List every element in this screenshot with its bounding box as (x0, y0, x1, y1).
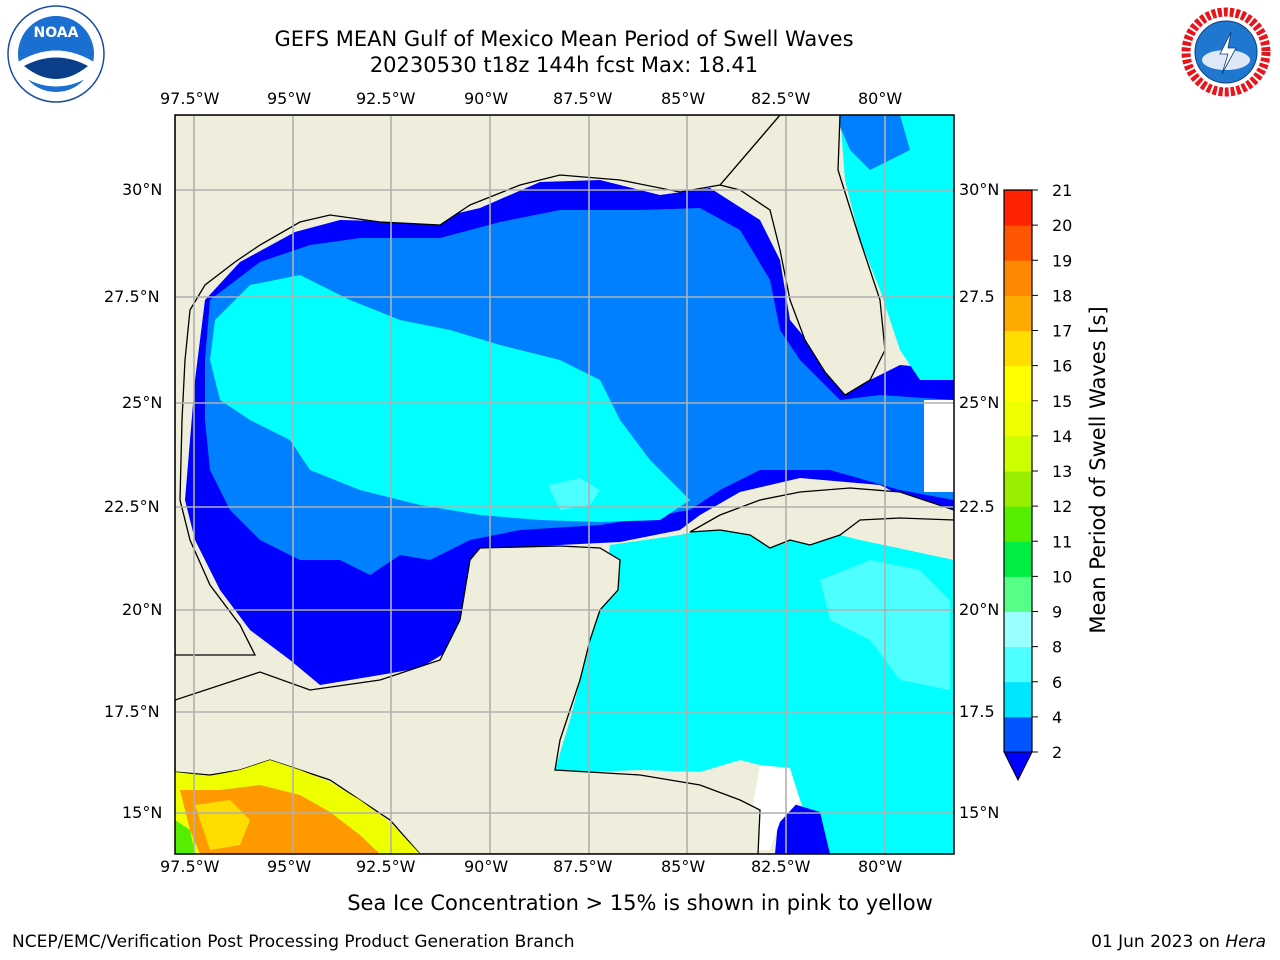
lat-label-left: 30°N (122, 180, 163, 199)
lon-label-top: 90°W (464, 89, 509, 108)
us-gulf-coast-land (175, 115, 781, 656)
lat-label-left: 15°N (122, 803, 163, 822)
lat-label-right: 20°N (959, 600, 1000, 619)
lon-label-top: 95°W (267, 89, 312, 108)
colorbar-tick-label: 6 (1052, 673, 1062, 692)
lon-label-bottom: 80°W (858, 857, 903, 876)
colorbar-segment (1004, 541, 1032, 577)
yucatan-land (175, 545, 761, 854)
colorbar-segment (1004, 646, 1032, 683)
colorbar-tick-label: 8 (1052, 638, 1062, 657)
footer-credit: NCEP/EMC/Verification Post Processing Pr… (12, 932, 575, 952)
lat-label-right: 22.5 (959, 497, 995, 516)
lat-label-left: 25°N (122, 393, 163, 412)
lon-label-bottom: 97.5°W (160, 857, 220, 876)
colorbar-tick-label: 19 (1052, 251, 1072, 270)
colorbar-under-arrow (1003, 751, 1033, 782)
colorbar-segment (1004, 435, 1032, 472)
colorbar-segment (1004, 295, 1032, 331)
lat-label-left: 17.5°N (104, 702, 160, 721)
nws-logo (1179, 5, 1273, 99)
colorbar-segment (1004, 365, 1032, 402)
chart-title: GEFS MEAN Gulf of Mexico Mean Period of … (0, 26, 1128, 78)
colorbar-tick-label: 2 (1052, 743, 1062, 762)
footer-date-text: 01 Jun 2023 on (1091, 932, 1226, 952)
title-line-1: GEFS MEAN Gulf of Mexico Mean Period of … (274, 27, 854, 51)
map-frame (174, 114, 955, 855)
gridlines (175, 115, 954, 854)
noaa-logo: NOAA (7, 5, 105, 103)
lat-label-right: 30°N (959, 180, 1000, 199)
colorbar-tick-label: 4 (1052, 708, 1062, 727)
colorbar-tick-label: 20 (1052, 216, 1072, 235)
lon-label-top: 82.5°W (751, 89, 811, 108)
sea-ice-caption: Sea Ice Concentration > 15% is shown in … (347, 891, 933, 915)
lat-label-right: 25°N (959, 393, 1000, 412)
lon-label-top: 92.5°W (356, 89, 416, 108)
colorbar-segment (1004, 260, 1032, 296)
colorbar-tick-label: 13 (1052, 462, 1072, 481)
colorbar-tick-label: 14 (1052, 427, 1072, 446)
lat-label-left: 22.5°N (104, 497, 160, 516)
colorbar-segment (1004, 681, 1032, 718)
colorbar-label: Mean Period of Swell Waves [s] (1086, 306, 1110, 634)
lon-label-bottom: 90°W (464, 857, 509, 876)
colorbar-segment (1004, 576, 1032, 612)
lon-label-bottom: 82.5°W (751, 857, 811, 876)
lat-label-right: 15°N (959, 803, 1000, 822)
colorbar-segment (1004, 506, 1032, 542)
lon-label-top: 85°W (661, 89, 706, 108)
colorbar-tick-label: 9 (1052, 603, 1062, 622)
florida-land (718, 115, 886, 396)
lon-label-top: 97.5°W (160, 89, 220, 108)
lon-label-top: 80°W (858, 89, 903, 108)
colorbar-tick-label: 15 (1052, 392, 1072, 411)
colorbar: 2 4 6 8 9 10 11 12 13 14 15 16 17 18 19 20 21 (1003, 181, 1072, 782)
colorbar-segment (1004, 400, 1032, 437)
footer-machine: Hera (1225, 932, 1266, 952)
lat-label-right: 27.5 (959, 287, 995, 306)
footer-date: 01 Jun 2023 on Hera (1091, 932, 1266, 952)
gulf-lightcyan-patch (548, 478, 600, 510)
colorbar-tick-label: 21 (1052, 181, 1072, 200)
colorbar-segment (1004, 611, 1032, 648)
colorbar-tick-label: 11 (1052, 532, 1072, 551)
lon-label-bottom: 87.5°W (553, 857, 613, 876)
lon-label-bottom: 92.5°W (356, 857, 416, 876)
colorbar-segment (1004, 330, 1032, 367)
title-line-2: 20230530 t18z 144h fcst Max: 18.41 (369, 53, 759, 77)
lon-label-bottom: 95°W (267, 857, 312, 876)
colorbar-segment (1004, 471, 1032, 507)
colorbar-tick-label: 17 (1052, 322, 1072, 341)
lon-label-top: 87.5°W (553, 89, 613, 108)
no-data-gap (752, 765, 800, 850)
pacific-green-zone (175, 820, 195, 854)
lat-label-left: 20°N (122, 600, 163, 619)
colorbar-tick-label: 18 (1052, 286, 1072, 305)
colorbar-tick-label: 10 (1052, 567, 1072, 586)
lat-label-right: 17.5 (959, 702, 995, 721)
lon-label-bottom: 85°W (661, 857, 706, 876)
colorbar-segment (1004, 225, 1032, 261)
atlantic-blue-zone (835, 115, 910, 170)
colorbar-segment (1004, 190, 1032, 226)
atlantic-no-data (924, 400, 954, 492)
colorbar-tick-label: 16 (1052, 357, 1072, 376)
noaa-logo-text: NOAA (34, 25, 79, 41)
lat-label-left: 27.5°N (104, 287, 160, 306)
gulf-cyan-zone (210, 275, 690, 522)
colorbar-tick-label: 12 (1052, 497, 1072, 516)
atlantic-cyan-zone (840, 115, 954, 380)
colorbar-segment (1004, 716, 1032, 753)
